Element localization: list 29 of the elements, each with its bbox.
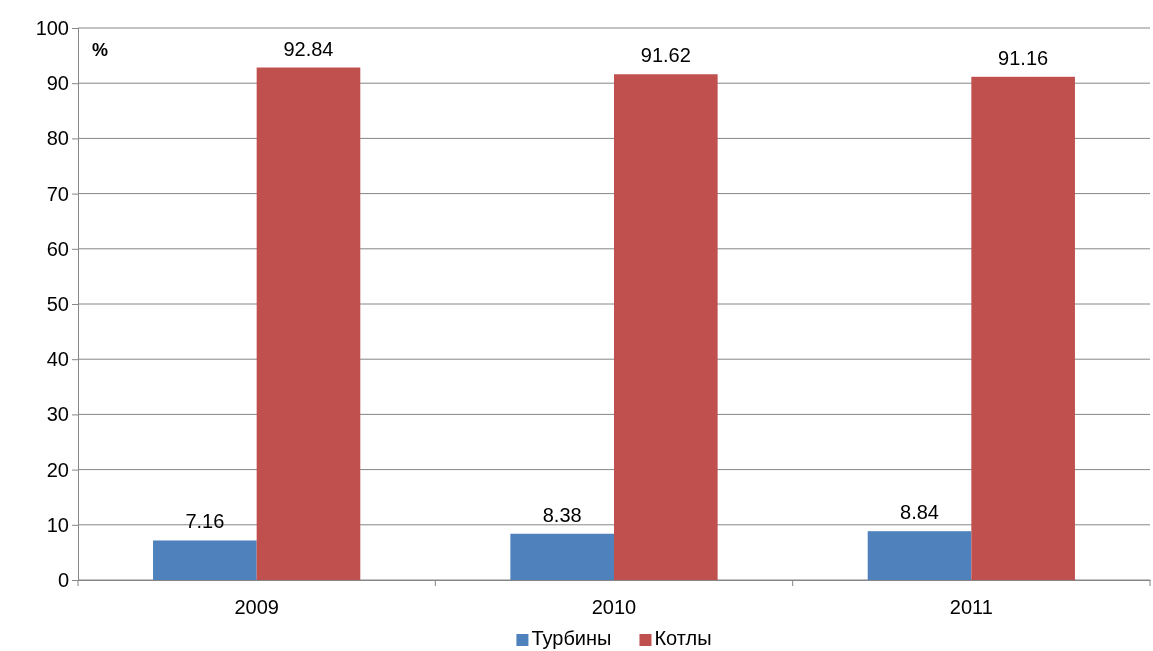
- x-tick-label: 2009: [234, 596, 279, 619]
- data-label: 91.16: [998, 46, 1049, 69]
- x-tick-label: 2010: [591, 596, 637, 619]
- bar: [614, 74, 718, 580]
- y-tick-label: 100: [35, 16, 69, 39]
- y-tick-label: 80: [46, 127, 69, 150]
- x-tick-label: 2011: [949, 596, 993, 619]
- data-label: 8.84: [900, 501, 939, 524]
- data-label: 7.16: [185, 510, 225, 533]
- y-tick-label: 20: [46, 458, 69, 481]
- legend-label: Турбины: [531, 627, 612, 649]
- data-label: 92.84: [283, 37, 334, 60]
- y-tick-label: 0: [57, 568, 69, 591]
- y-tick-label: 30: [46, 403, 69, 426]
- y-tick-label: 50: [46, 292, 69, 315]
- y-tick-label: 60: [46, 237, 69, 260]
- y-tick-label: 40: [46, 348, 69, 371]
- bar: [867, 531, 972, 580]
- bar: [256, 67, 361, 580]
- y-axis-title: %: [92, 40, 109, 60]
- data-label: 8.38: [542, 503, 582, 526]
- bar: [153, 540, 257, 580]
- bar: [510, 533, 614, 580]
- data-label: 91.62: [640, 44, 691, 67]
- y-tick-label: 90: [46, 72, 69, 95]
- legend-label: Котлы: [654, 627, 712, 649]
- bar: [971, 76, 1075, 580]
- y-tick-label: 70: [46, 182, 69, 205]
- y-tick-label: 10: [46, 513, 69, 536]
